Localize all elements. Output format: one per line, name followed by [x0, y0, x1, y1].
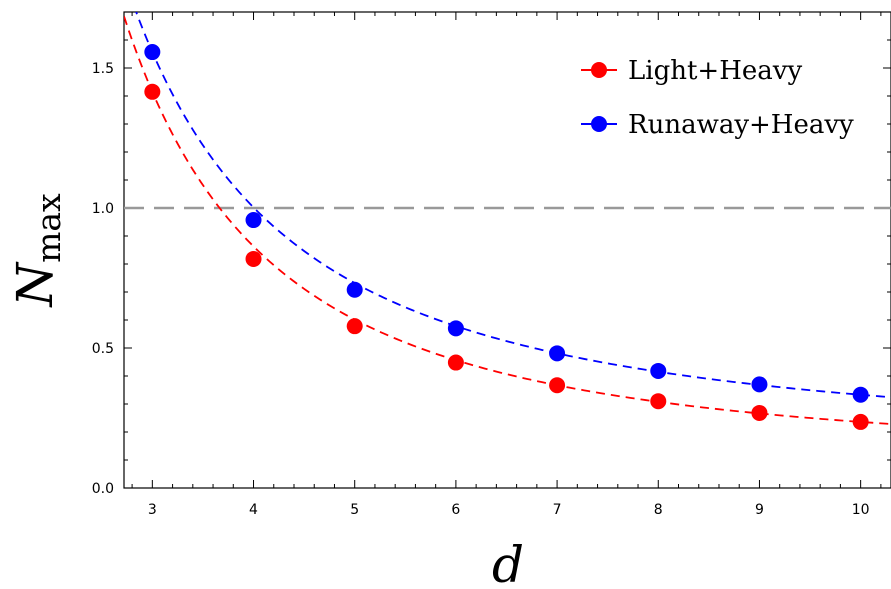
axis-tick-labels: 3 4 5 6 7 8 9 10 0.0 0.5 1.0 1.5	[92, 61, 870, 518]
axis-ticks	[124, 11, 891, 489]
data-point-light-heavy	[852, 413, 869, 430]
svg-text:Nmax: Nmax	[6, 193, 68, 308]
data-point-runaway-heavy	[447, 320, 464, 337]
x-tick-label: 8	[654, 502, 663, 518]
data-point-runaway-heavy	[549, 345, 566, 362]
data-point-light-heavy	[346, 318, 363, 335]
data-point-runaway-heavy	[852, 386, 869, 403]
y-axis-label-main: N	[6, 261, 64, 308]
x-tick-label: 3	[148, 502, 157, 518]
y-tick-label: 0.5	[92, 341, 114, 357]
legend-label-light-heavy: Light+Heavy	[628, 56, 802, 86]
data-point-light-heavy	[650, 393, 667, 410]
data-point-light-heavy	[549, 377, 566, 394]
data-point-runaway-heavy	[245, 212, 262, 229]
y-tick-label: 1.0	[92, 201, 114, 217]
data-points	[144, 44, 869, 430]
x-tick-label: 10	[852, 502, 870, 518]
x-tick-label: 4	[249, 502, 258, 518]
y-axis-label: Nmax	[6, 193, 68, 308]
plot-frame	[123, 11, 891, 489]
y-tick-label: 0.0	[92, 481, 114, 497]
x-tick-label: 9	[755, 502, 764, 518]
data-point-runaway-heavy	[650, 362, 667, 379]
y-tick-label: 1.5	[92, 61, 114, 77]
data-point-light-heavy	[751, 404, 768, 421]
legend: Light+Heavy Runaway+Heavy	[581, 56, 854, 140]
data-point-runaway-heavy	[751, 376, 768, 393]
x-tick-label: 5	[350, 502, 359, 518]
x-tick-label: 7	[553, 502, 562, 518]
legend-label-runaway-heavy: Runaway+Heavy	[628, 110, 854, 140]
data-point-light-heavy	[144, 83, 161, 100]
legend-swatch-dot	[591, 62, 607, 78]
y-axis-label-sub: max	[29, 193, 68, 263]
data-point-runaway-heavy	[346, 281, 363, 298]
data-point-light-heavy	[447, 354, 464, 371]
legend-swatch-dot	[591, 116, 607, 132]
legend-item-light-heavy: Light+Heavy	[581, 56, 802, 86]
x-tick-label: 6	[451, 502, 460, 518]
legend-item-runaway-heavy: Runaway+Heavy	[581, 110, 854, 140]
x-axis-label: d	[492, 536, 524, 589]
data-point-runaway-heavy	[144, 44, 161, 61]
data-point-light-heavy	[245, 250, 262, 267]
